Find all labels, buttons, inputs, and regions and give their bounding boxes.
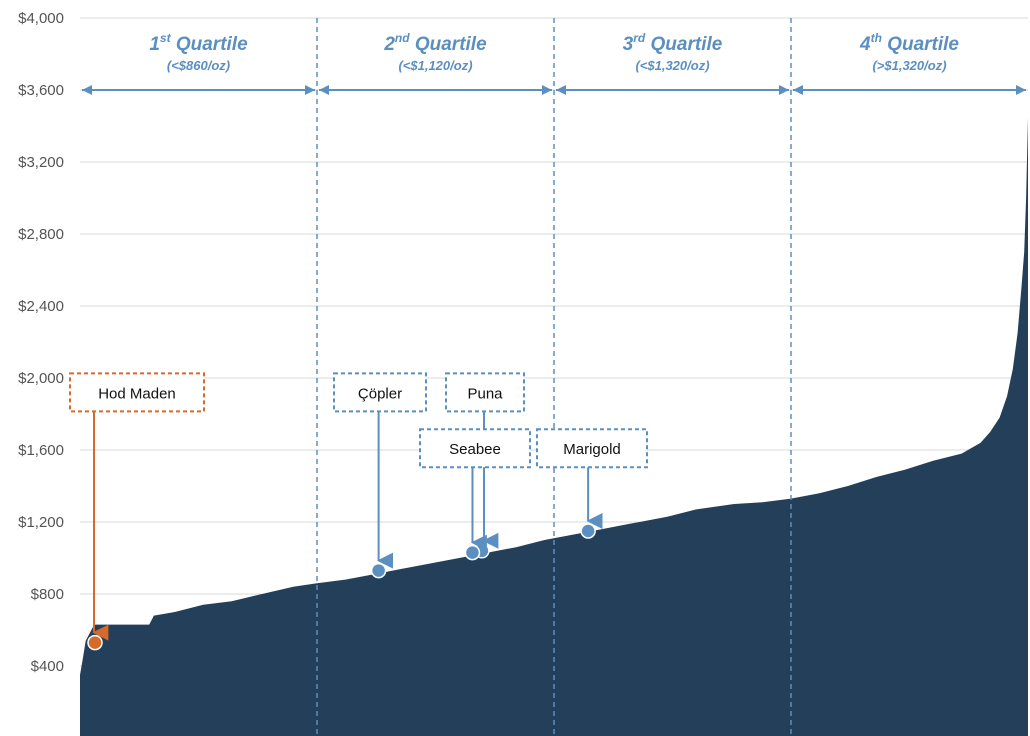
project-marker: [465, 546, 479, 560]
project-label: Seabee: [449, 441, 501, 458]
y-tick-label: $4,000: [18, 10, 64, 27]
quartile-arrowhead-right: [1016, 85, 1026, 95]
quartile-arrowhead-left: [556, 85, 566, 95]
y-tick-label: $400: [31, 658, 64, 675]
quartile-title: 2nd Quartile: [383, 31, 487, 55]
y-axis: $400 $800 $1,200 $1,600 $2,000 $2,400 $2,800 $3…: [18, 10, 64, 675]
quartile-threshold: (>$1,320/oz): [872, 58, 946, 73]
y-tick-label: $1,600: [18, 442, 64, 459]
project-label: Hod Maden: [98, 385, 176, 402]
quartile-arrowhead-right: [542, 85, 552, 95]
quartile-threshold: (<$1,320/oz): [635, 58, 709, 73]
quartile-title: 1st Quartile: [149, 31, 248, 55]
project-seabee: Seabee: [420, 429, 530, 559]
y-tick-label: $3,200: [18, 154, 64, 171]
quartile-title: 3rd Quartile: [623, 31, 723, 55]
quartile-threshold: (<$860/oz): [167, 58, 230, 73]
project-label: Çöpler: [358, 385, 402, 402]
project-marker: [88, 636, 102, 650]
y-tick-label: $2,000: [18, 370, 64, 387]
y-tick-label: $800: [31, 586, 64, 603]
quartile-arrowhead-left: [319, 85, 329, 95]
project-marker: [372, 564, 386, 578]
project-hod-maden: Hod Maden: [70, 373, 204, 649]
project--pler: Çöpler: [334, 373, 426, 577]
y-tick-label: $2,800: [18, 226, 64, 243]
quartile-arrowhead-right: [779, 85, 789, 95]
quartile-title: 4th Quartile: [859, 31, 959, 55]
y-tick-label: $2,400: [18, 298, 64, 315]
quartile-arrowhead-left: [82, 85, 92, 95]
y-tick-label: $3,600: [18, 82, 64, 99]
project-label: Marigold: [563, 441, 621, 458]
project-marker: [581, 524, 595, 538]
quartile-threshold: (<$1,120/oz): [398, 58, 472, 73]
project-label: Puna: [467, 385, 503, 402]
y-tick-label: $1,200: [18, 514, 64, 531]
quartile-arrowhead-left: [793, 85, 803, 95]
quartile-arrowhead-right: [305, 85, 315, 95]
